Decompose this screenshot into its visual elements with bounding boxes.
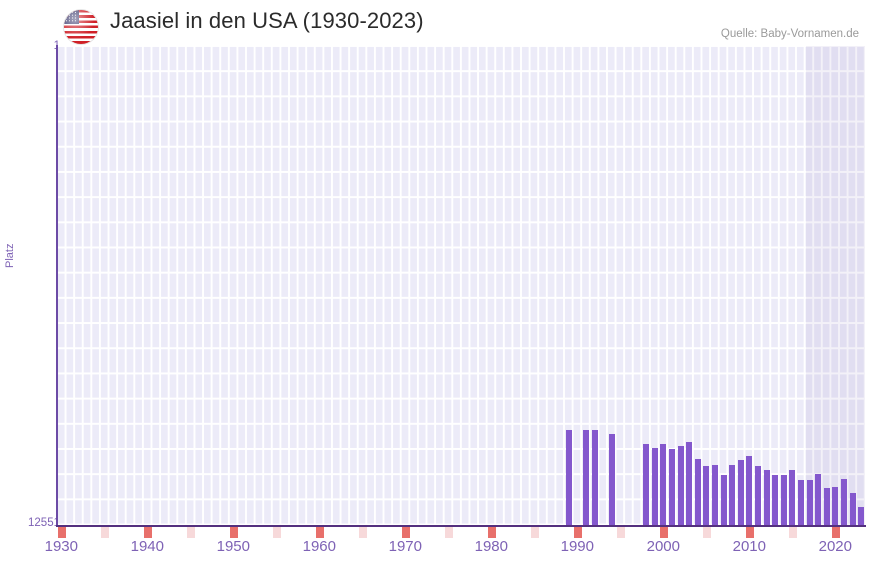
- x-tick-2000: [659, 527, 669, 538]
- x-tick-1965: [358, 527, 368, 538]
- x-tick-2010: [745, 527, 755, 538]
- x-axis-label-1930: 1930: [44, 538, 78, 555]
- bar-2019: [823, 488, 830, 525]
- bar-2016: [797, 480, 805, 525]
- x-axis-label-2020: 2020: [818, 538, 852, 555]
- x-tick-1980: [487, 527, 497, 538]
- chart-header: Jaasiel in den USA (1930-2023) Quelle: B…: [0, 0, 873, 44]
- x-axis-labels: 1930 1940 1950 1960 1970 1980 1990 2000 2010 2020: [45, 538, 867, 562]
- x-tick-2005: [702, 527, 712, 538]
- x-axis-label-2000: 2000: [646, 538, 680, 555]
- bar-1992: [591, 430, 598, 525]
- bar-2015: [789, 470, 796, 525]
- flag-gloss: [64, 10, 98, 44]
- us-flag-icon: [64, 10, 98, 44]
- bar-2009: [737, 460, 744, 525]
- y-axis-label-top: 1: [14, 40, 60, 52]
- bar-2007: [720, 475, 727, 525]
- x-axis-label-1950: 1950: [216, 538, 250, 555]
- x-tick-1985: [530, 527, 540, 538]
- bar-1994: [608, 434, 615, 525]
- bar-2017: [806, 480, 813, 525]
- bar-2011: [754, 466, 762, 525]
- bar-2000: [660, 444, 667, 525]
- bar-2020: [832, 487, 839, 525]
- bar-2021: [840, 479, 848, 525]
- x-tick-2015: [788, 527, 798, 538]
- bar-1989: [565, 430, 572, 525]
- x-tick-2020: [831, 527, 841, 538]
- y-axis-title: Platz: [4, 243, 16, 268]
- bar-series: [57, 46, 865, 525]
- bar-2013: [772, 475, 779, 525]
- bar-2010: [746, 456, 753, 525]
- x-axis-label-2010: 2010: [732, 538, 766, 555]
- bar-2022: [849, 493, 856, 525]
- x-tick-1930: [57, 527, 67, 538]
- x-tick-1950: [229, 527, 239, 538]
- y-axis-label-bottom: 12551: [28, 517, 60, 529]
- bar-2003: [686, 442, 693, 525]
- bar-2018: [815, 474, 822, 525]
- x-tick-1940: [143, 527, 153, 538]
- chart-grid-background: [57, 46, 865, 525]
- x-tick-1955: [272, 527, 282, 538]
- bar-2014: [780, 475, 787, 525]
- x-tick-1960: [315, 527, 325, 538]
- bar-1991: [582, 430, 590, 525]
- x-tick-1995: [616, 527, 626, 538]
- bar-2002: [677, 446, 684, 525]
- x-axis-label-1970: 1970: [388, 538, 422, 555]
- y-axis-line: [56, 45, 58, 526]
- bar-2005: [703, 466, 710, 525]
- bar-2004: [694, 459, 701, 525]
- x-tick-1970: [401, 527, 411, 538]
- bar-2006: [711, 465, 719, 525]
- bar-1998: [643, 444, 650, 525]
- x-axis-line: [56, 525, 866, 527]
- x-tick-1990: [573, 527, 583, 538]
- bar-2023: [858, 507, 865, 525]
- x-tick-1935: [100, 527, 110, 538]
- source-label: Quelle: Baby-Vornamen.de: [720, 28, 859, 40]
- bar-1999: [651, 448, 658, 525]
- x-tick-1975: [444, 527, 454, 538]
- x-tick-1945: [186, 527, 196, 538]
- x-axis-label-1980: 1980: [474, 538, 508, 555]
- bar-2001: [668, 449, 676, 525]
- x-axis-label-1940: 1940: [130, 538, 164, 555]
- x-axis-label-1990: 1990: [560, 538, 594, 555]
- chart-plot-area: [56, 45, 866, 538]
- x-axis-label-1960: 1960: [302, 538, 336, 555]
- page-title: Jaasiel in den USA (1930-2023): [110, 8, 424, 33]
- x-axis-ticks: [57, 514, 865, 538]
- bar-2008: [729, 465, 736, 525]
- no-data-shaded-band: [806, 46, 865, 525]
- bar-2012: [763, 470, 770, 525]
